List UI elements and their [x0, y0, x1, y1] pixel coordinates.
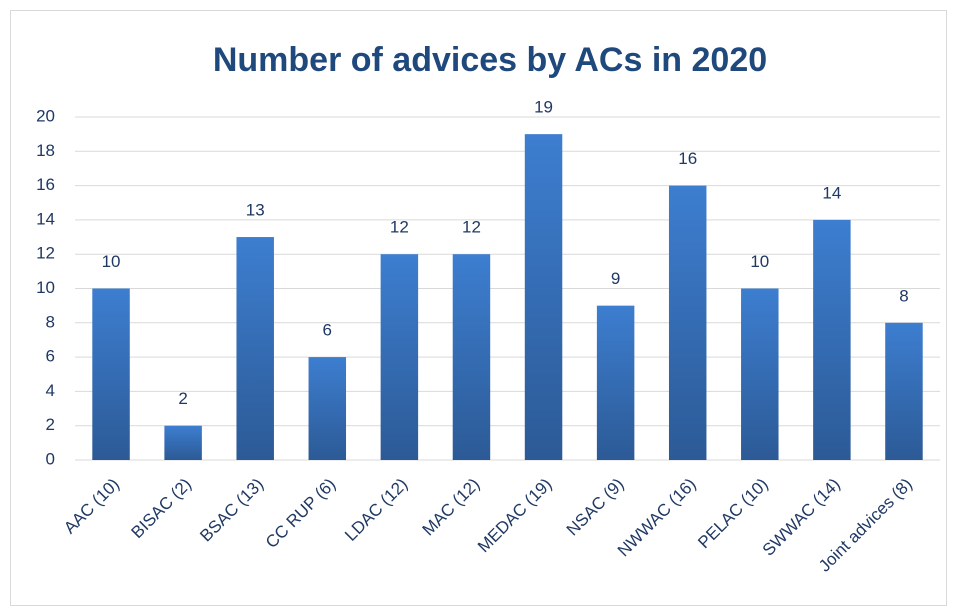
bar [741, 288, 779, 460]
y-tick-label: 14 [36, 209, 55, 228]
data-label: 13 [246, 201, 265, 220]
data-label: 16 [678, 149, 697, 168]
bar [380, 254, 419, 460]
data-label: 9 [611, 269, 620, 288]
y-tick-label: 18 [36, 141, 55, 160]
y-tick-label: 10 [36, 278, 55, 297]
bar [596, 305, 635, 460]
y-tick-label: 20 [36, 106, 55, 125]
data-label: 6 [323, 321, 332, 340]
y-tick-label: 4 [46, 381, 55, 400]
bar [164, 425, 202, 460]
data-label: 14 [822, 183, 841, 202]
bar [236, 237, 274, 460]
y-tick-label: 6 [46, 347, 55, 366]
chart-title: Number of advices by ACs in 2020 [213, 41, 767, 79]
bar [668, 185, 707, 460]
data-label: 2 [178, 389, 187, 408]
data-label: 10 [750, 252, 769, 271]
y-tick-label: 8 [46, 312, 55, 331]
bar [308, 357, 347, 460]
data-label: 19 [534, 98, 553, 117]
bar [524, 134, 563, 460]
bar [92, 288, 130, 460]
y-tick-label: 16 [36, 175, 55, 194]
y-tick-label: 12 [36, 244, 55, 263]
y-tick-label: 2 [46, 415, 55, 434]
y-tick-label: 0 [46, 449, 55, 468]
bar [885, 322, 923, 460]
data-label: 12 [390, 218, 409, 237]
bar [813, 219, 851, 460]
bar [452, 254, 491, 460]
data-label: 10 [102, 252, 121, 271]
data-label: 8 [899, 286, 908, 305]
data-label: 12 [462, 218, 481, 237]
